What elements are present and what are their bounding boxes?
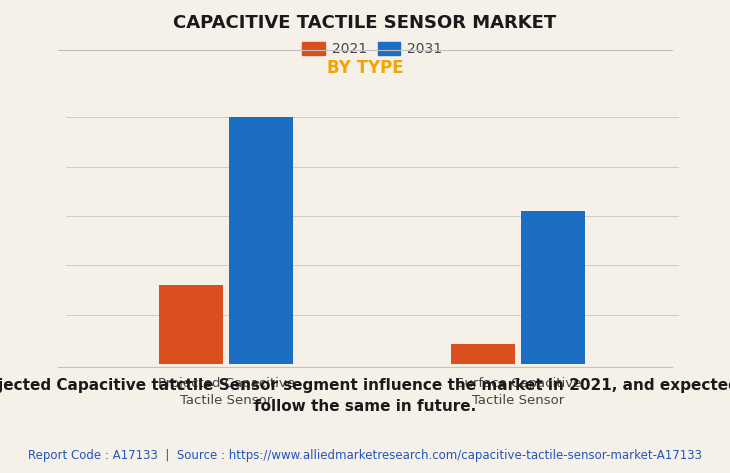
Text: CAPACITIVE TACTILE SENSOR MARKET: CAPACITIVE TACTILE SENSOR MARKET [174,14,556,32]
Text: BY TYPE: BY TYPE [327,59,403,77]
Text: Projected Capacitive tatctile Sensor segment influence the market in 2021, and e: Projected Capacitive tatctile Sensor seg… [0,378,730,414]
Bar [229,117,293,364]
Bar [159,285,223,364]
Legend: 2021, 2031: 2021, 2031 [297,36,447,62]
Text: Report Code : A17133  |  Source : https://www.alliedmarketresearch.com/capacitiv: Report Code : A17133 | Source : https://… [28,449,702,462]
Bar [451,344,515,364]
Bar [521,211,585,364]
